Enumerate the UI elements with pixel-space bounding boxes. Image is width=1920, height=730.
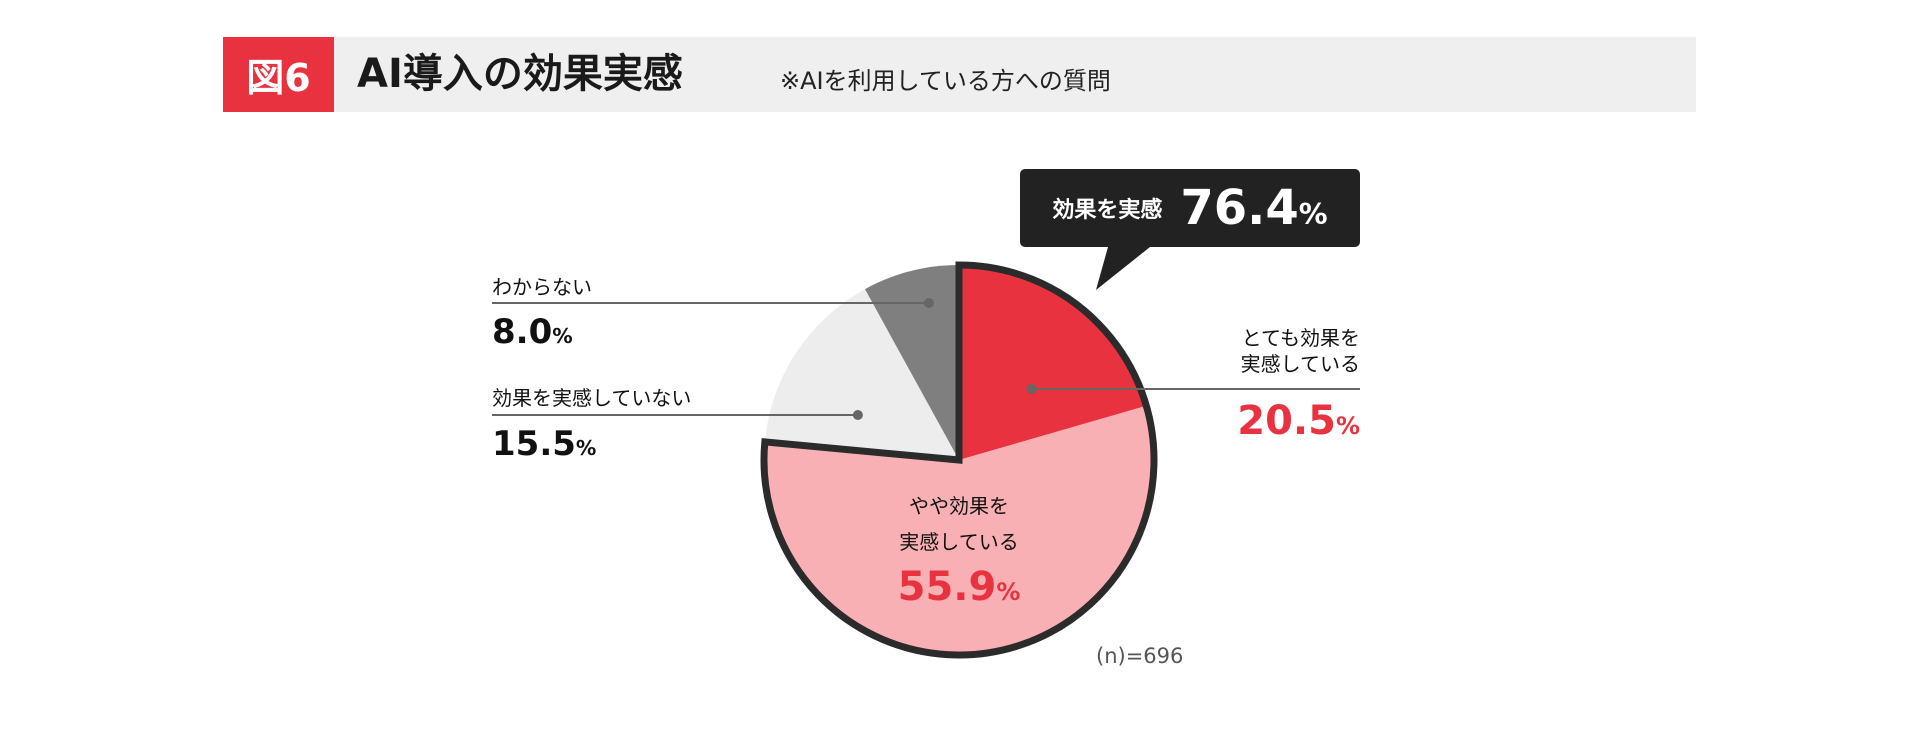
sample-size: (n)=696 (1096, 644, 1184, 668)
label-no-effect: 効果を実感していない (492, 386, 692, 410)
leader-dot (1026, 384, 1037, 394)
callout-number: 76.4 (1180, 180, 1299, 236)
slice-somewhat-effective (764, 405, 1154, 655)
label-dont-know: わからない (492, 275, 592, 299)
value-somewhat-effective: 55.9% (859, 564, 1059, 615)
value-unit: % (575, 436, 597, 460)
value-dont-know: 8.0% (492, 312, 573, 356)
label-line: 実感している (1240, 352, 1360, 376)
value-unit: % (1335, 412, 1360, 440)
value-unit: % (996, 578, 1021, 606)
value-number: 55.9 (897, 564, 997, 610)
label-line: 実感している (899, 530, 1019, 554)
value-no-effect: 15.5% (492, 424, 596, 468)
callout-unit: % (1298, 197, 1328, 231)
leader-dot (923, 298, 934, 308)
chart-title: AI導入の効果実感 (357, 51, 683, 97)
value-very-effective: 20.5% (1237, 398, 1360, 449)
callout-total-effect: 効果を実感 76.4% (1020, 169, 1360, 247)
slice-no-effect (764, 289, 959, 460)
slice-dont-know (864, 265, 959, 460)
label-line: とても効果を (1241, 326, 1360, 350)
callout-pointer (1096, 247, 1150, 290)
leader-dot (852, 410, 863, 420)
chart-subtitle: ※AIを利用している方への質問 (780, 67, 1111, 95)
slice-very-effective (959, 265, 1147, 460)
highlight-outline (760, 261, 1158, 659)
value-number: 20.5 (1237, 398, 1336, 444)
label-line: やや効果を (909, 494, 1009, 518)
label-somewhat-effective: やや効果を実感している (859, 488, 1059, 560)
value-unit: % (552, 324, 573, 348)
figure-number-badge: 図6 (223, 37, 334, 112)
label-very-effective: とても効果を 実感している (1241, 325, 1360, 377)
value-number: 8.0 (492, 312, 553, 352)
value-number: 15.5 (492, 424, 576, 464)
callout-label: 効果を実感 (1052, 198, 1163, 223)
callout-value: 76.4% (1180, 180, 1327, 236)
header-bar (223, 37, 1696, 112)
